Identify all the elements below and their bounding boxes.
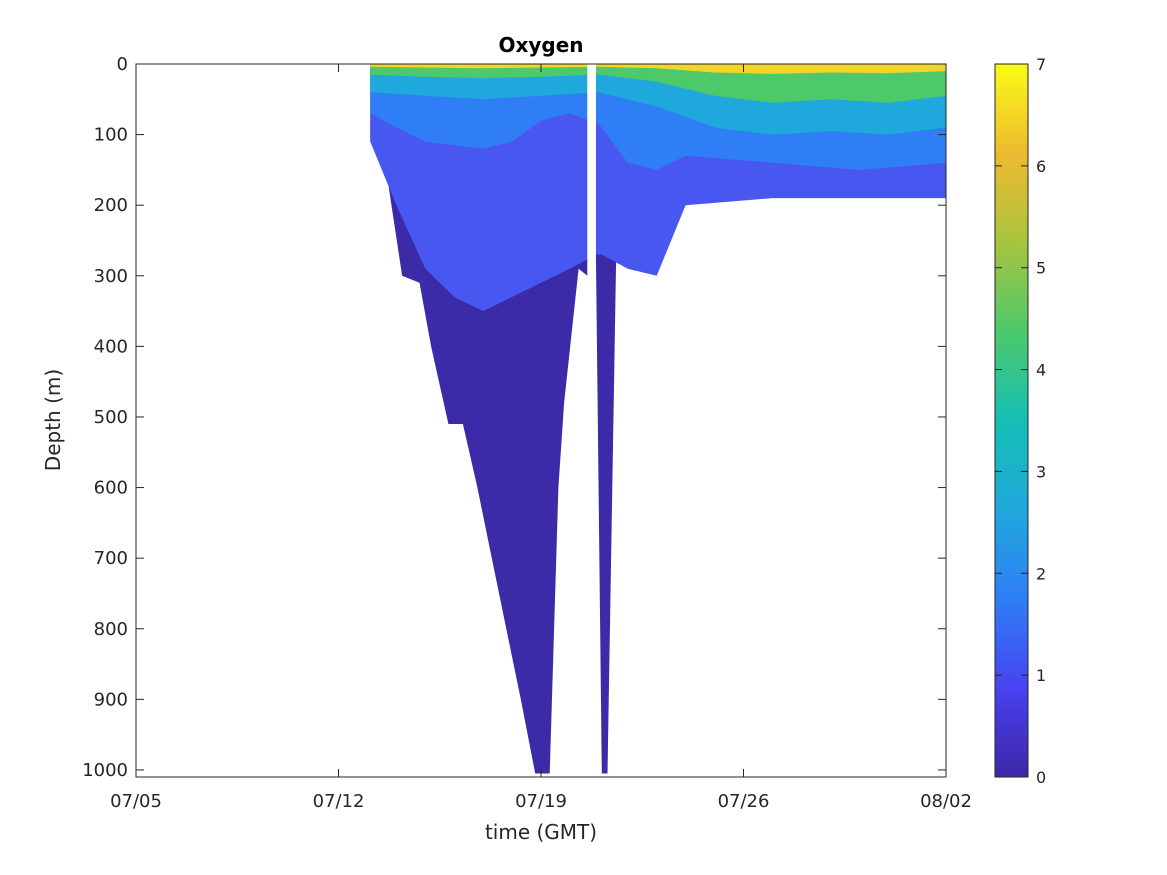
colorbar-frame (994, 63, 1029, 778)
y-tick-label: 1000 (82, 760, 128, 781)
y-tick-label: 500 (94, 407, 128, 428)
x-tick-label: 07/05 (110, 791, 162, 812)
data-gap (587, 64, 596, 777)
oxygen-band (370, 64, 946, 103)
colorbar: 0 1 2 3 4 5 6 7 (994, 55, 1046, 787)
colorbar-tick-label: 4 (1036, 361, 1046, 380)
y-tick-label: 300 (94, 266, 128, 287)
y-tick-label: 0 (117, 54, 128, 75)
plot-area: 07/05 07/12 07/19 07/26 08/02 0 100 200 300 400 5… (82, 54, 972, 812)
colorbar-tick-label: 3 (1036, 462, 1046, 481)
y-tick-label: 200 (94, 195, 128, 216)
y-tick-label: 600 (94, 478, 128, 499)
y-axis: 0 100 200 300 400 500 600 700 800 900 1000 (82, 54, 946, 781)
y-tick-label: 100 (94, 125, 128, 146)
x-axis: 07/05 07/12 07/19 07/26 08/02 (110, 64, 972, 812)
y-tick-label: 700 (94, 548, 128, 569)
colorbar-tick-label: 1 (1036, 666, 1046, 685)
y-axis-label: Depth (m) (41, 369, 65, 471)
colorbar-ticks: 0 1 2 3 4 5 6 7 (995, 55, 1046, 787)
x-tick-label: 07/19 (515, 791, 567, 812)
x-tick-label: 08/02 (920, 791, 972, 812)
colorbar-tick-label: 7 (1036, 55, 1046, 74)
x-tick-label: 07/12 (313, 791, 365, 812)
y-tick-label: 800 (94, 619, 128, 640)
y-tick-label: 400 (94, 336, 128, 357)
y-tick-label: 900 (94, 689, 128, 710)
oxygen-band (370, 64, 946, 74)
colorbar-tick-label: 6 (1036, 157, 1046, 176)
colorbar-tick-label: 5 (1036, 259, 1046, 278)
colorbar-gradient (995, 64, 1028, 777)
x-axis-label: time (GMT) (485, 820, 597, 844)
colorbar-tick-label: 2 (1036, 564, 1046, 583)
chart-title: Oxygen (498, 33, 583, 57)
oxygen-depth-bands (370, 64, 946, 777)
x-tick-label: 07/26 (718, 791, 770, 812)
colorbar-tick-label: 0 (1036, 768, 1046, 787)
